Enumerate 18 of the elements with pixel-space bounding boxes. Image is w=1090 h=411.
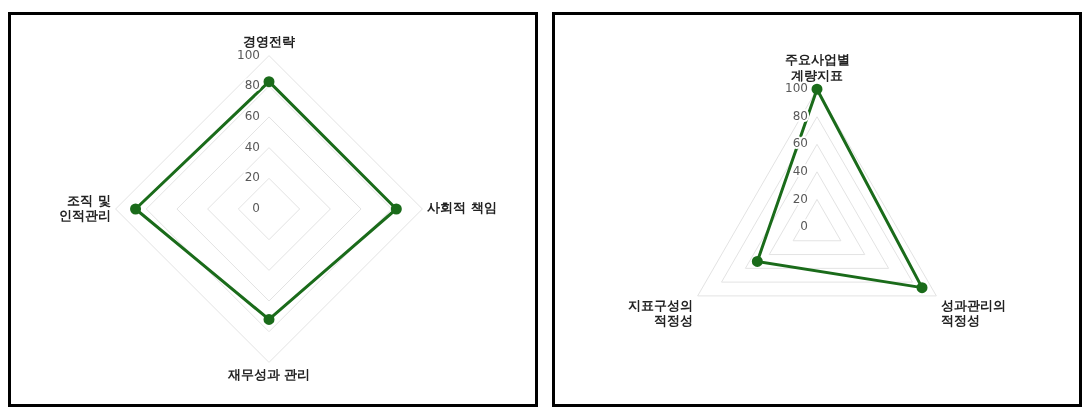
y-tick-label: 20 [244, 170, 260, 185]
spoke-label: 성과관리의 적정성 [940, 297, 1006, 329]
y-tick-label: 100 [785, 81, 808, 96]
y-tick-label: 20 [792, 191, 808, 206]
y-tick-label: 40 [792, 164, 808, 179]
spoke-label: 사회적 책임 [427, 200, 497, 216]
y-tick-label: 80 [792, 108, 808, 123]
y-tick-label: 80 [244, 78, 260, 93]
spoke-label: 주요사업별 계량지표 [784, 52, 850, 83]
y-tick-label: 40 [244, 139, 260, 154]
y-tick-label: 0 [800, 219, 808, 234]
spoke-label: 지표구성의 적정성 [628, 297, 694, 329]
spoke-label: 경영전략 [243, 34, 295, 50]
y-tick-label: 0 [252, 201, 260, 216]
spoke-label: 조직 및 인적관리 [58, 192, 111, 224]
y-tick-label: 100 [237, 47, 260, 62]
y-tick-label: 60 [244, 109, 260, 124]
spoke-label: 재무성과 관리 [226, 366, 311, 382]
